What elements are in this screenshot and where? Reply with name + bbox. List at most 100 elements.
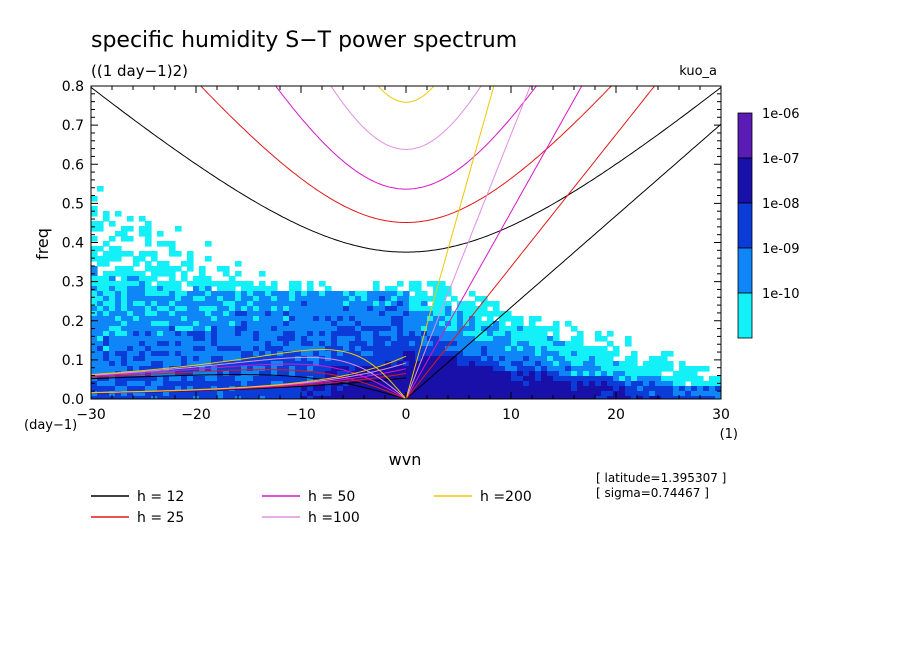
- spectrum-cell: [445, 376, 452, 382]
- spectrum-cell: [415, 281, 422, 287]
- spectrum-cell: [115, 306, 122, 312]
- spectrum-cell: [139, 371, 146, 377]
- spectrum-cell: [655, 391, 662, 397]
- spectrum-cell: [403, 351, 410, 357]
- spectrum-cell: [457, 306, 464, 312]
- spectrum-cell: [451, 361, 458, 367]
- spectrum-cell: [427, 331, 434, 337]
- spectrum-cell: [307, 336, 314, 342]
- spectrum-cell: [115, 391, 122, 397]
- spectrum-cell: [517, 346, 524, 352]
- legend-label: h = 12: [137, 489, 184, 505]
- spectrum-cell: [715, 386, 721, 392]
- spectrum-cell: [481, 331, 488, 337]
- spectrum-cell: [259, 316, 266, 322]
- spectrum-cell: [217, 356, 224, 362]
- spectrum-cell: [97, 321, 104, 327]
- spectrum-cell: [373, 291, 380, 297]
- spectrum-cell: [277, 366, 284, 372]
- spectrum-cell: [499, 391, 506, 397]
- spectrum-cell: [535, 356, 542, 362]
- spectrum-cell: [571, 386, 578, 392]
- spectrum-cell: [199, 391, 206, 397]
- spectrum-cell: [187, 321, 194, 327]
- spectrum-cell: [193, 336, 200, 342]
- spectrum-cell: [217, 331, 224, 337]
- spectrum-cell: [481, 356, 488, 362]
- spectrum-cell: [445, 346, 452, 352]
- spectrum-cell: [301, 331, 308, 337]
- spectrum-cell: [499, 336, 506, 342]
- spectrum-cell: [349, 366, 356, 372]
- spectrum-cell: [331, 371, 338, 377]
- spectrum-cell: [493, 351, 500, 357]
- spectrum-cell: [205, 301, 212, 307]
- colorbar-segment: [737, 247, 753, 294]
- spectrum-cell: [139, 291, 146, 297]
- spectrum-cell: [277, 326, 284, 332]
- spectrum-cell: [145, 261, 152, 267]
- spectrum-cell: [649, 391, 656, 397]
- spectrum-cell: [667, 386, 674, 392]
- spectrum-cell: [415, 346, 422, 352]
- spectrum-cell: [379, 396, 386, 399]
- spectrum-cell: [457, 381, 464, 387]
- spectrum-cell: [373, 311, 380, 317]
- spectrum-cell: [151, 386, 158, 392]
- spectrum-cell: [229, 351, 236, 357]
- spectrum-cell: [163, 346, 170, 352]
- spectrum-cell: [433, 326, 440, 332]
- spectrum-cell: [397, 311, 404, 317]
- spectrum-cell: [199, 346, 206, 352]
- spectrum-cell: [571, 341, 578, 347]
- spectrum-cell: [613, 351, 620, 357]
- spectrum-cell: [403, 386, 410, 392]
- spectrum-cell: [427, 361, 434, 367]
- spectrum-cell: [157, 271, 164, 277]
- spectrum-cell: [229, 371, 236, 377]
- spectrum-cell: [517, 361, 524, 367]
- spectrum-cell: [463, 341, 470, 347]
- spectrum-cell: [307, 326, 314, 332]
- spectrum-cell: [313, 386, 320, 392]
- spectrum-cell: [307, 386, 314, 392]
- spectrum-cell: [247, 281, 254, 287]
- spectrum-cell: [499, 346, 506, 352]
- spectrum-cell: [151, 336, 158, 342]
- spectrum-cell: [475, 376, 482, 382]
- spectrum-cell: [175, 331, 182, 337]
- spectrum-cell: [505, 326, 512, 332]
- spectrum-cell: [181, 366, 188, 372]
- spectrum-cell: [121, 311, 128, 317]
- spectrum-cell: [409, 311, 416, 317]
- colorbar-segment: [737, 292, 753, 339]
- spectrum-cell: [403, 311, 410, 317]
- spectrum-cell: [289, 386, 296, 392]
- spectrum-cell: [481, 296, 488, 302]
- spectrum-cell: [457, 331, 464, 337]
- spectrum-cell: [511, 346, 518, 352]
- x-tick-label: 0: [402, 407, 411, 423]
- spectrum-cell: [217, 281, 224, 287]
- spectrum-cell: [679, 381, 686, 387]
- spectrum-cell: [397, 281, 404, 287]
- spectrum-cell: [379, 336, 386, 342]
- spectrum-cell: [157, 376, 164, 382]
- spectrum-cell: [505, 346, 512, 352]
- spectrum-cell: [247, 316, 254, 322]
- spectrum-cell: [415, 286, 422, 292]
- spectrum-cell: [427, 281, 434, 287]
- spectrum-cell: [565, 366, 572, 372]
- spectrum-cell: [373, 371, 380, 377]
- spectrum-cell: [523, 381, 530, 387]
- spectrum-cell: [379, 351, 386, 357]
- spectrum-cell: [595, 386, 602, 392]
- spectrum-cell: [469, 326, 476, 332]
- spectrum-cell: [343, 341, 350, 347]
- spectrum-cell: [157, 261, 164, 267]
- spectrum-cell: [613, 366, 620, 372]
- spectrum-cell: [373, 326, 380, 332]
- spectrum-cell: [343, 386, 350, 392]
- spectrum-cell: [235, 296, 242, 302]
- spectrum-cell: [151, 376, 158, 382]
